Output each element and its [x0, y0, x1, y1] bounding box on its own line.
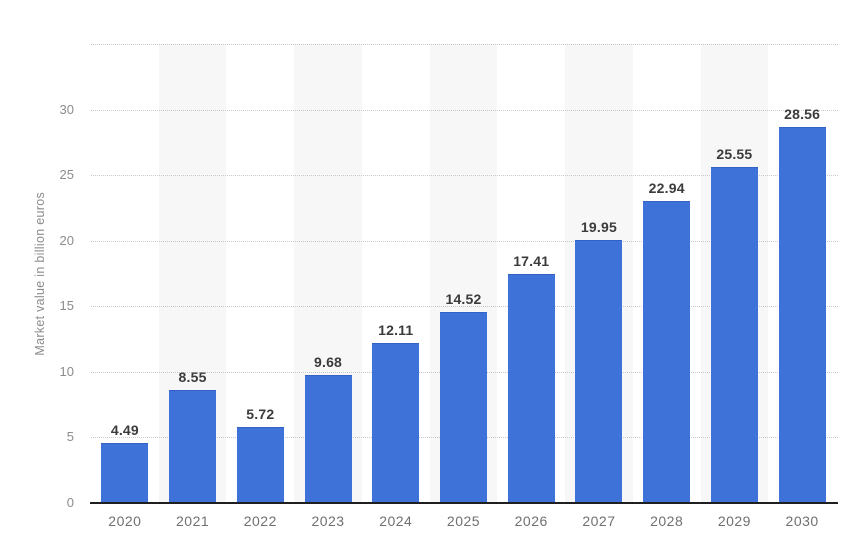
value-label-2026: 17.41 [513, 252, 550, 269]
x-tick-label-2022: 2022 [243, 513, 277, 529]
value-label-2028: 22.94 [648, 180, 685, 197]
bar-2023[interactable] [304, 375, 352, 503]
y-tick-label-10: 10 [59, 363, 74, 379]
x-tick-label-2026: 2026 [514, 513, 548, 529]
x-tick-label-2023: 2023 [311, 513, 345, 529]
y-tick-label-20: 20 [59, 232, 74, 248]
bar-2024[interactable] [372, 343, 420, 503]
x-tick-label-2021: 2021 [176, 513, 210, 529]
gridline-15 [91, 306, 838, 308]
gridline-25 [91, 175, 838, 177]
x-tick-label-2024: 2024 [379, 513, 413, 529]
gridline-20 [91, 240, 838, 242]
value-label-2029: 25.55 [716, 145, 753, 162]
x-axis-line [90, 502, 838, 504]
y-tick-label-0: 0 [66, 495, 74, 510]
gridline-35 [91, 44, 838, 45]
x-tick-label-2020: 2020 [108, 513, 142, 529]
x-tick-label-2025: 2025 [446, 513, 481, 529]
y-tick-label-25: 25 [59, 167, 74, 183]
value-label-2027: 19.95 [580, 219, 617, 236]
y-tick-label-15: 15 [59, 298, 74, 314]
value-label-2022: 5.72 [246, 406, 275, 422]
value-label-2020: 4.49 [110, 422, 139, 439]
x-tick-label-2030: 2030 [785, 513, 819, 529]
bar-2027[interactable] [575, 240, 623, 503]
bar-2028[interactable] [643, 201, 691, 503]
bar-2021[interactable] [169, 389, 217, 503]
bar-2030[interactable] [778, 127, 826, 503]
bar-2026[interactable] [507, 273, 555, 503]
bar-2029[interactable] [710, 166, 758, 503]
y-axis-title: Market value in billion euros [33, 191, 47, 356]
bar-2022[interactable] [236, 427, 284, 503]
y-tick-label-30: 30 [59, 101, 74, 117]
x-tick-label-2029: 2029 [717, 513, 751, 529]
gridline-30 [91, 109, 838, 111]
value-label-2023: 9.68 [314, 354, 343, 371]
value-label-2024: 12.11 [378, 322, 414, 339]
bar-2020[interactable] [101, 443, 149, 503]
value-label-2025: 14.52 [445, 290, 482, 307]
y-tick-label-5: 5 [66, 429, 74, 445]
x-tick-label-2028: 2028 [650, 513, 684, 529]
value-label-2021: 8.55 [178, 368, 207, 385]
plot-area: 4.49 8.55 5.72 9.68 12.11 14.52 17.41 19.95 22.9… [91, 44, 838, 503]
x-tick-label-2027: 2027 [582, 513, 616, 529]
value-label-2030: 28.56 [784, 106, 821, 123]
bar-2025[interactable] [440, 311, 487, 503]
